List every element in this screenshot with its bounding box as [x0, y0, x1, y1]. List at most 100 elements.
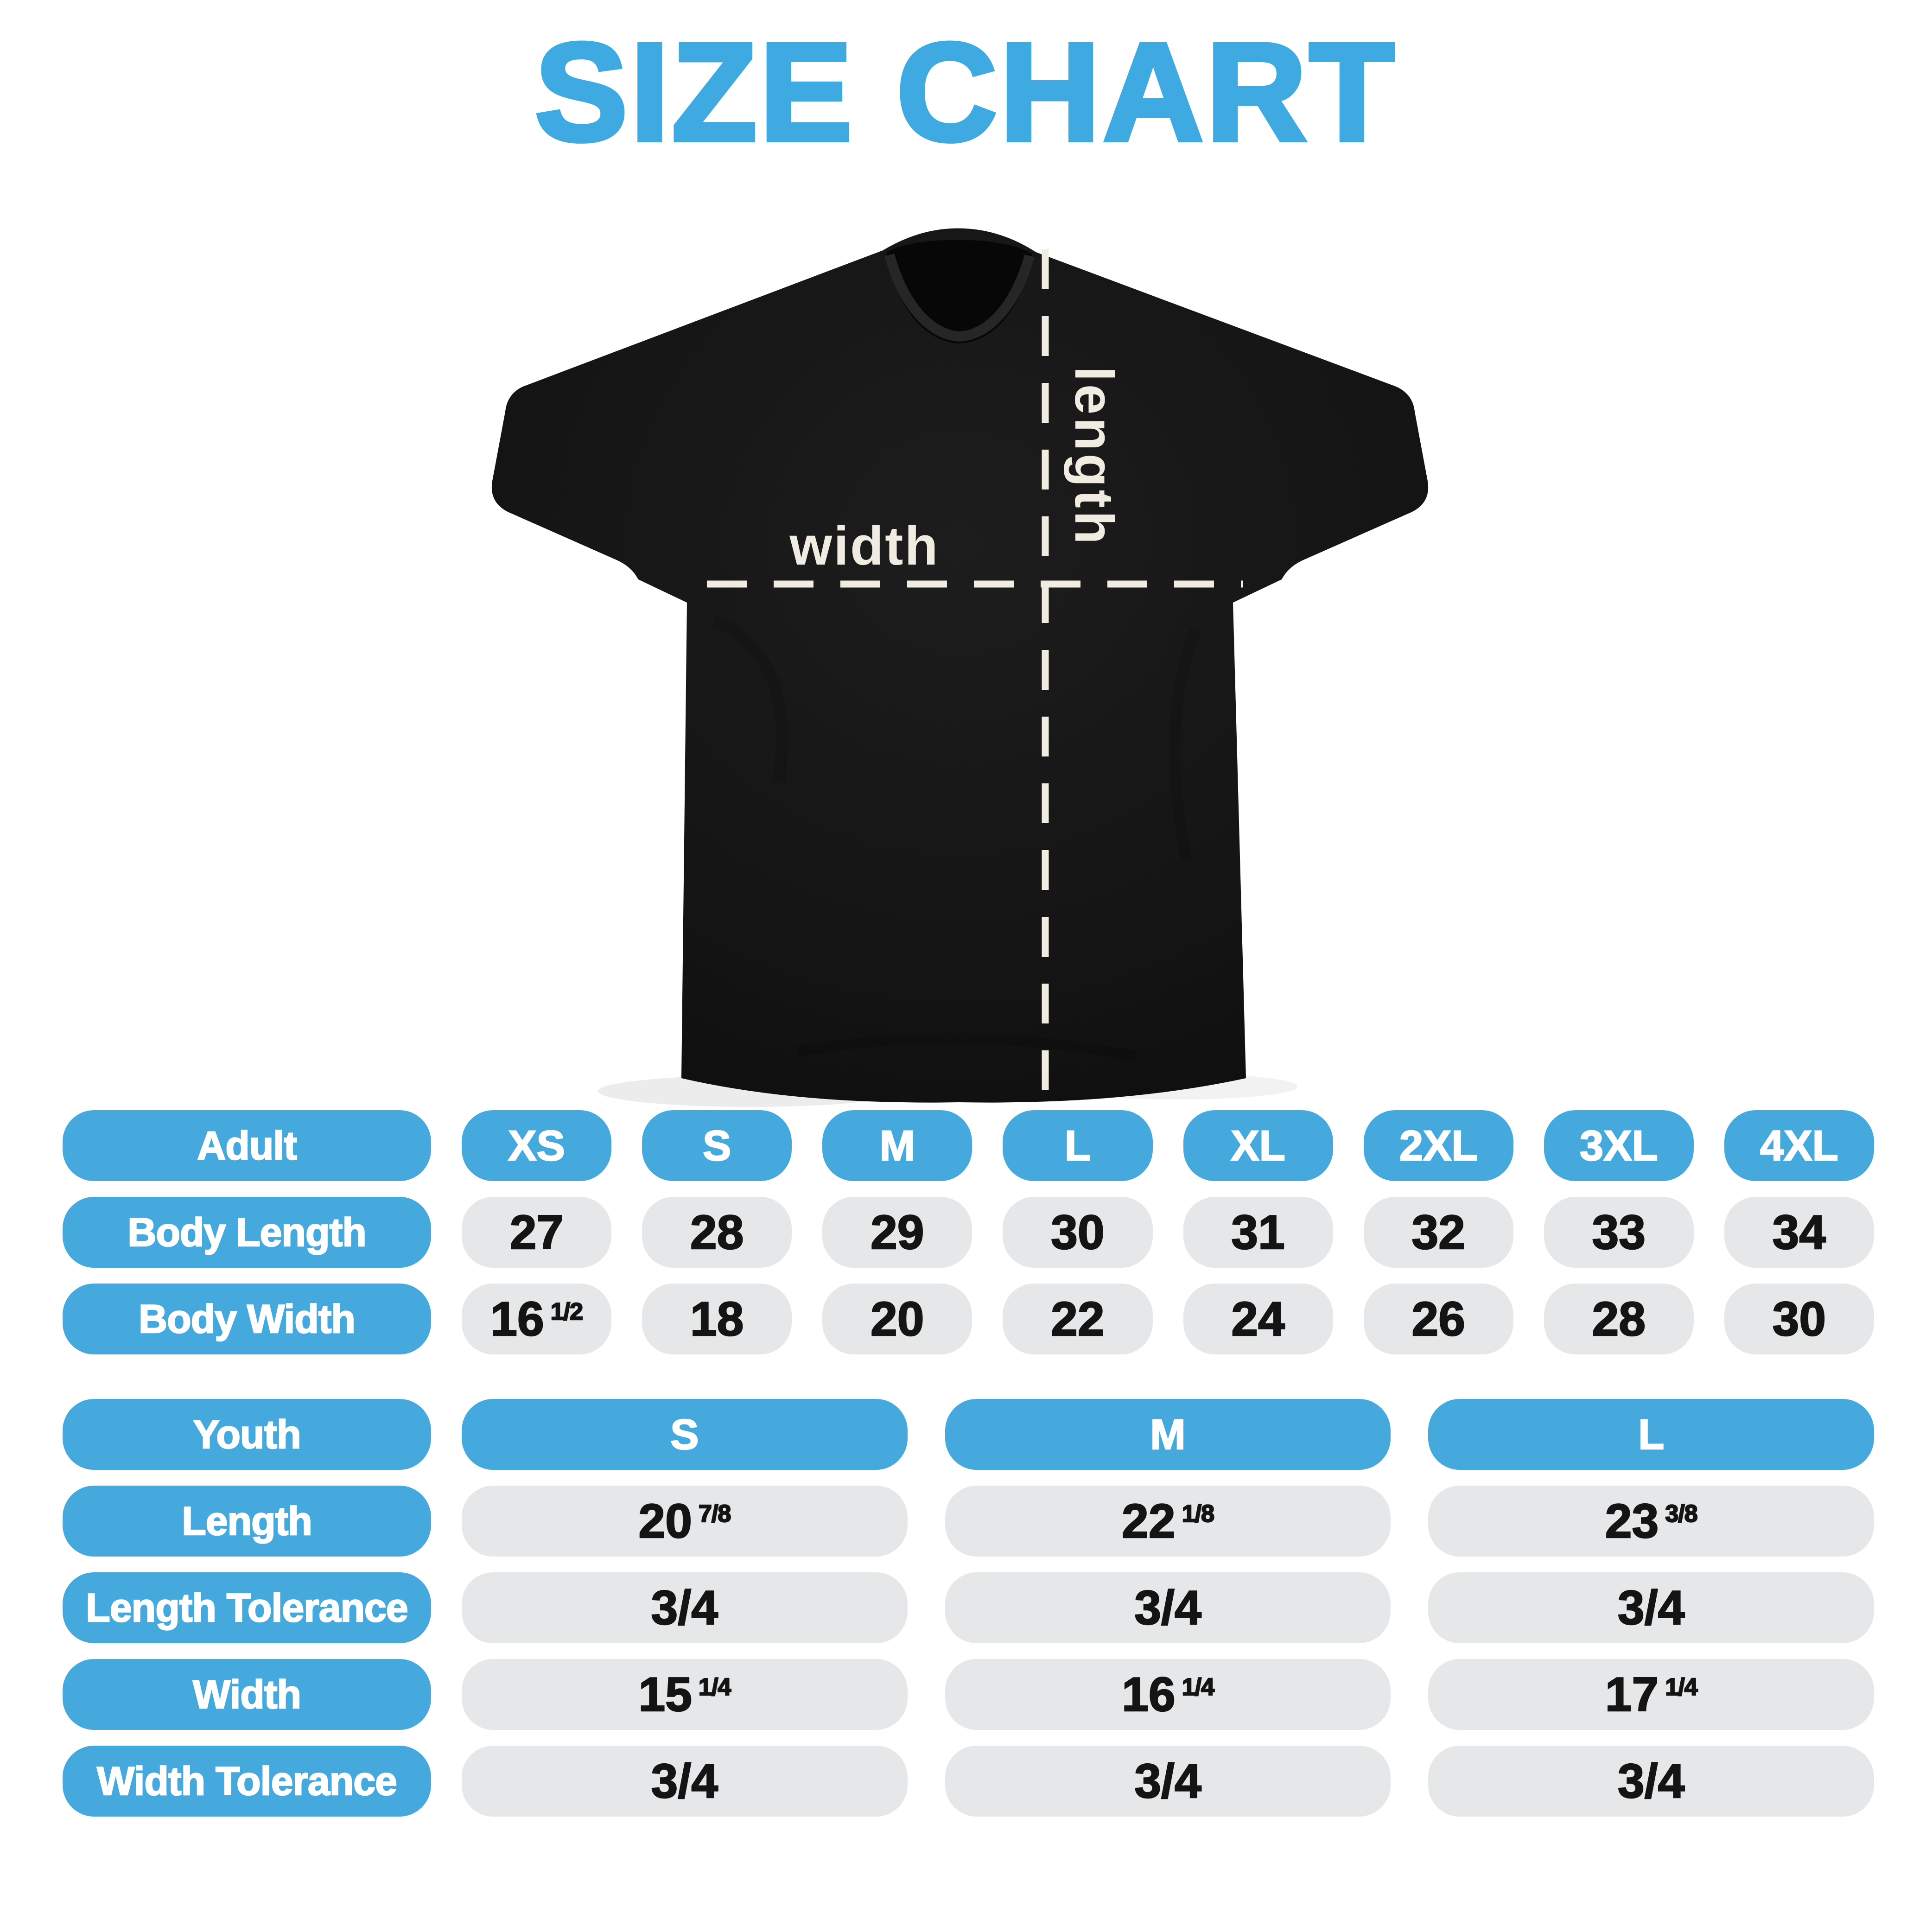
value-pill: 16 1/2 [462, 1284, 612, 1354]
length-measure-label: length [1063, 366, 1125, 547]
value-pill: 20 [822, 1284, 972, 1354]
adult-size-table: Adult XS S M L XL 2XL 3XL 4XL Body Length 27 28 29… [63, 1110, 1874, 1370]
value-main: 15 [638, 1667, 693, 1722]
value-pill: 24 [1183, 1284, 1333, 1354]
value-main: 33 [1591, 1205, 1646, 1259]
value-fraction: 1/2 [550, 1298, 584, 1325]
row-label: Length Tolerance [63, 1572, 431, 1643]
hem-shade-line [796, 1033, 1137, 1061]
value-pill: 33 [1544, 1197, 1694, 1268]
tshirt-svg: width length [491, 228, 1429, 1107]
row-label: Body Width [63, 1284, 431, 1354]
tshirt-silhouette [491, 228, 1429, 1103]
size-column-header: 3XL [1544, 1110, 1694, 1181]
wrinkle-line [1169, 627, 1201, 863]
value-main: 22 [1050, 1292, 1105, 1346]
size-column-header: S [642, 1110, 792, 1181]
value-pill: 3/4 [462, 1746, 908, 1817]
size-column-header: XL [1183, 1110, 1333, 1181]
youth-header-label: Youth [63, 1399, 431, 1470]
value-pill: 28 [1544, 1284, 1694, 1354]
value-pill: 3/4 [462, 1572, 908, 1643]
value-pill: 27 [462, 1197, 612, 1268]
page-title: SIZE CHART [533, 14, 1397, 170]
value-pill: 26 [1363, 1284, 1513, 1354]
youth-rows: Length 20 7/8 22 1/8 23 3/8 Length Tolerance 3/4… [63, 1486, 1875, 1817]
value-main: 28 [1591, 1292, 1646, 1346]
value-pill: 18 [642, 1284, 792, 1354]
value-pill: 34 [1724, 1197, 1874, 1268]
row-label: Length [63, 1486, 431, 1557]
tshirt-collar-band [884, 254, 1035, 342]
value-pill: 16 1/4 [945, 1659, 1391, 1730]
value-pill: 30 [1724, 1284, 1874, 1354]
row-label: Width Tolerance [63, 1746, 431, 1817]
value-pill: 3/4 [945, 1572, 1391, 1643]
value-fraction: 1/4 [1181, 1673, 1215, 1701]
value-main: 16 [490, 1292, 545, 1346]
value-main: 3/4 [650, 1754, 718, 1808]
value-main: 3/4 [650, 1581, 718, 1635]
value-fraction: 7/8 [698, 1500, 732, 1527]
wrinkle-line [711, 615, 788, 783]
value-pill: 32 [1363, 1197, 1513, 1268]
value-main: 20 [638, 1494, 693, 1548]
table-row: Width Tolerance 3/4 3/4 3/4 [63, 1746, 1875, 1817]
value-pill: 28 [642, 1197, 792, 1268]
size-column-header: XS [462, 1110, 612, 1181]
table-row: Length Tolerance 3/4 3/4 3/4 [63, 1572, 1875, 1643]
value-fraction: 1/8 [1181, 1500, 1215, 1527]
size-column-header: 2XL [1363, 1110, 1513, 1181]
adult-header-row: Adult XS S M L XL 2XL 3XL 4XL [63, 1110, 1874, 1181]
value-main: 31 [1231, 1205, 1285, 1259]
size-column-header: S [462, 1399, 908, 1470]
row-cells: 3/4 3/4 3/4 [462, 1746, 1875, 1817]
value-main: 18 [690, 1292, 744, 1346]
tshirt-diagram: width length [473, 203, 1460, 1107]
size-column-header: 4XL [1724, 1110, 1874, 1181]
row-label: Body Length [63, 1197, 431, 1268]
row-cells: 16 1/2 18 20 22 24 26 28 30 [462, 1284, 1874, 1354]
row-cells: 15 1/4 16 1/4 17 1/4 [462, 1659, 1875, 1730]
value-main: 22 [1121, 1494, 1176, 1548]
size-column-header: M [822, 1110, 972, 1181]
value-main: 3/4 [1134, 1581, 1202, 1635]
value-fraction: 3/8 [1665, 1500, 1698, 1527]
value-main: 27 [509, 1205, 564, 1259]
value-main: 24 [1231, 1292, 1285, 1346]
value-main: 3/4 [1134, 1754, 1202, 1808]
width-measure-label: width [789, 515, 939, 577]
adult-header-label: Adult [63, 1110, 431, 1181]
value-main: 16 [1121, 1667, 1176, 1722]
value-pill: 30 [1003, 1197, 1153, 1268]
value-main: 17 [1604, 1667, 1659, 1722]
table-row: Length 20 7/8 22 1/8 23 3/8 [63, 1486, 1875, 1557]
row-cells: 27 28 29 30 31 32 33 34 [462, 1197, 1874, 1268]
value-fraction: 1/4 [698, 1673, 732, 1701]
value-pill: 20 7/8 [462, 1486, 908, 1557]
value-pill: 22 [1003, 1284, 1153, 1354]
value-main: 34 [1772, 1205, 1826, 1259]
size-column-header: L [1428, 1399, 1875, 1470]
value-main: 30 [1050, 1205, 1105, 1259]
row-cells: 3/4 3/4 3/4 [462, 1572, 1875, 1643]
value-pill: 22 1/8 [945, 1486, 1391, 1557]
row-cells: 20 7/8 22 1/8 23 3/8 [462, 1486, 1875, 1557]
row-label: Width [63, 1659, 431, 1730]
size-column-header: M [945, 1399, 1391, 1470]
table-row: Body Length 27 28 29 30 31 32 33 34 [63, 1197, 1874, 1268]
value-main: 29 [870, 1205, 925, 1259]
value-main: 30 [1772, 1292, 1826, 1346]
value-pill: 23 3/8 [1428, 1486, 1875, 1557]
value-main: 20 [870, 1292, 925, 1346]
value-pill: 3/4 [945, 1746, 1391, 1817]
value-pill: 31 [1183, 1197, 1333, 1268]
value-pill: 3/4 [1428, 1746, 1875, 1817]
size-column-header: L [1003, 1110, 1153, 1181]
value-fraction: 1/4 [1665, 1673, 1698, 1701]
value-main: 28 [690, 1205, 744, 1259]
